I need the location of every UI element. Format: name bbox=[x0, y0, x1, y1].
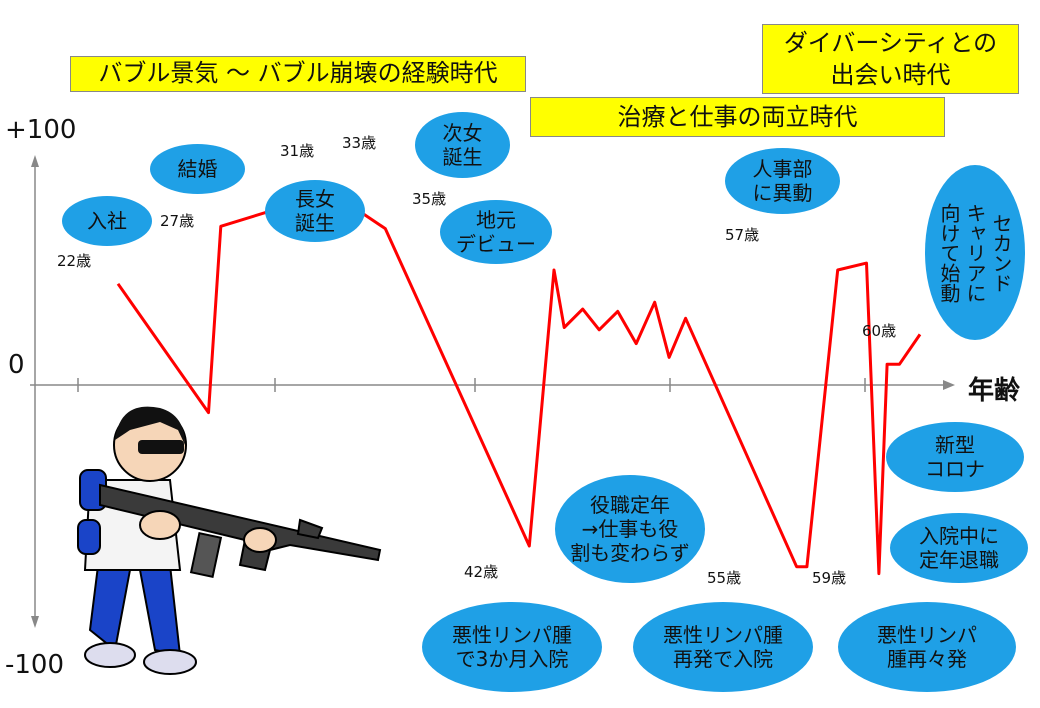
era-bubble: バブル景気 ～ バブル崩壊の経験時代 bbox=[70, 56, 526, 92]
age-label-33: 33歳 bbox=[342, 134, 377, 152]
event-marriage: 結婚 bbox=[150, 144, 245, 194]
x-axis bbox=[30, 380, 955, 390]
event-lymphoma-relapse: 悪性リンパ腫 再発で入院 bbox=[633, 602, 813, 692]
y-axis bbox=[31, 155, 39, 628]
age-label-59: 59歳 bbox=[812, 569, 847, 587]
event-local-debut: 地元 デビュー bbox=[440, 200, 552, 264]
age-label-27: 27歳 bbox=[160, 212, 195, 230]
x-ticks bbox=[77, 378, 866, 392]
event-role-retirement: 役職定年 →仕事も役 割も変わらず bbox=[555, 475, 705, 583]
age-label-22: 22歳 bbox=[57, 252, 92, 270]
event-lymphoma-second-relapse: 悪性リンパ 腫再々発 bbox=[838, 602, 1016, 692]
event-lymphoma-first: 悪性リンパ腫 で3か月入院 bbox=[422, 602, 602, 692]
age-label-35: 35歳 bbox=[412, 190, 447, 208]
age-label-55: 55歳 bbox=[707, 569, 742, 587]
age-label-57: 57歳 bbox=[725, 226, 760, 244]
event-second-daughter: 次女 誕生 bbox=[415, 112, 510, 178]
y-tick-zero: 0 bbox=[8, 350, 25, 380]
age-label-60: 60歳 bbox=[862, 322, 897, 340]
y-tick-plus-100: +100 bbox=[5, 115, 77, 145]
event-covid: 新型 コロナ bbox=[886, 422, 1024, 492]
y-tick-minus-100: -100 bbox=[5, 650, 65, 680]
age-label-31: 31歳 bbox=[280, 142, 315, 160]
event-retire-in-hospital: 入院中に 定年退職 bbox=[890, 513, 1028, 583]
event-hr-transfer: 人事部 に異動 bbox=[725, 148, 840, 214]
era-diversity: ダイバーシティとの 出会い時代 bbox=[762, 24, 1019, 94]
x-axis-label: 年齢 bbox=[968, 376, 1021, 406]
event-join-company: 入社 bbox=[62, 196, 152, 246]
event-second-career: セカンド キャリアに 向けて始動 bbox=[925, 165, 1025, 340]
soldier-illustration bbox=[77, 406, 382, 675]
age-label-42: 42歳 bbox=[464, 563, 499, 581]
event-first-daughter: 長女 誕生 bbox=[265, 180, 365, 242]
era-treatment: 治療と仕事の両立時代 bbox=[530, 97, 945, 137]
